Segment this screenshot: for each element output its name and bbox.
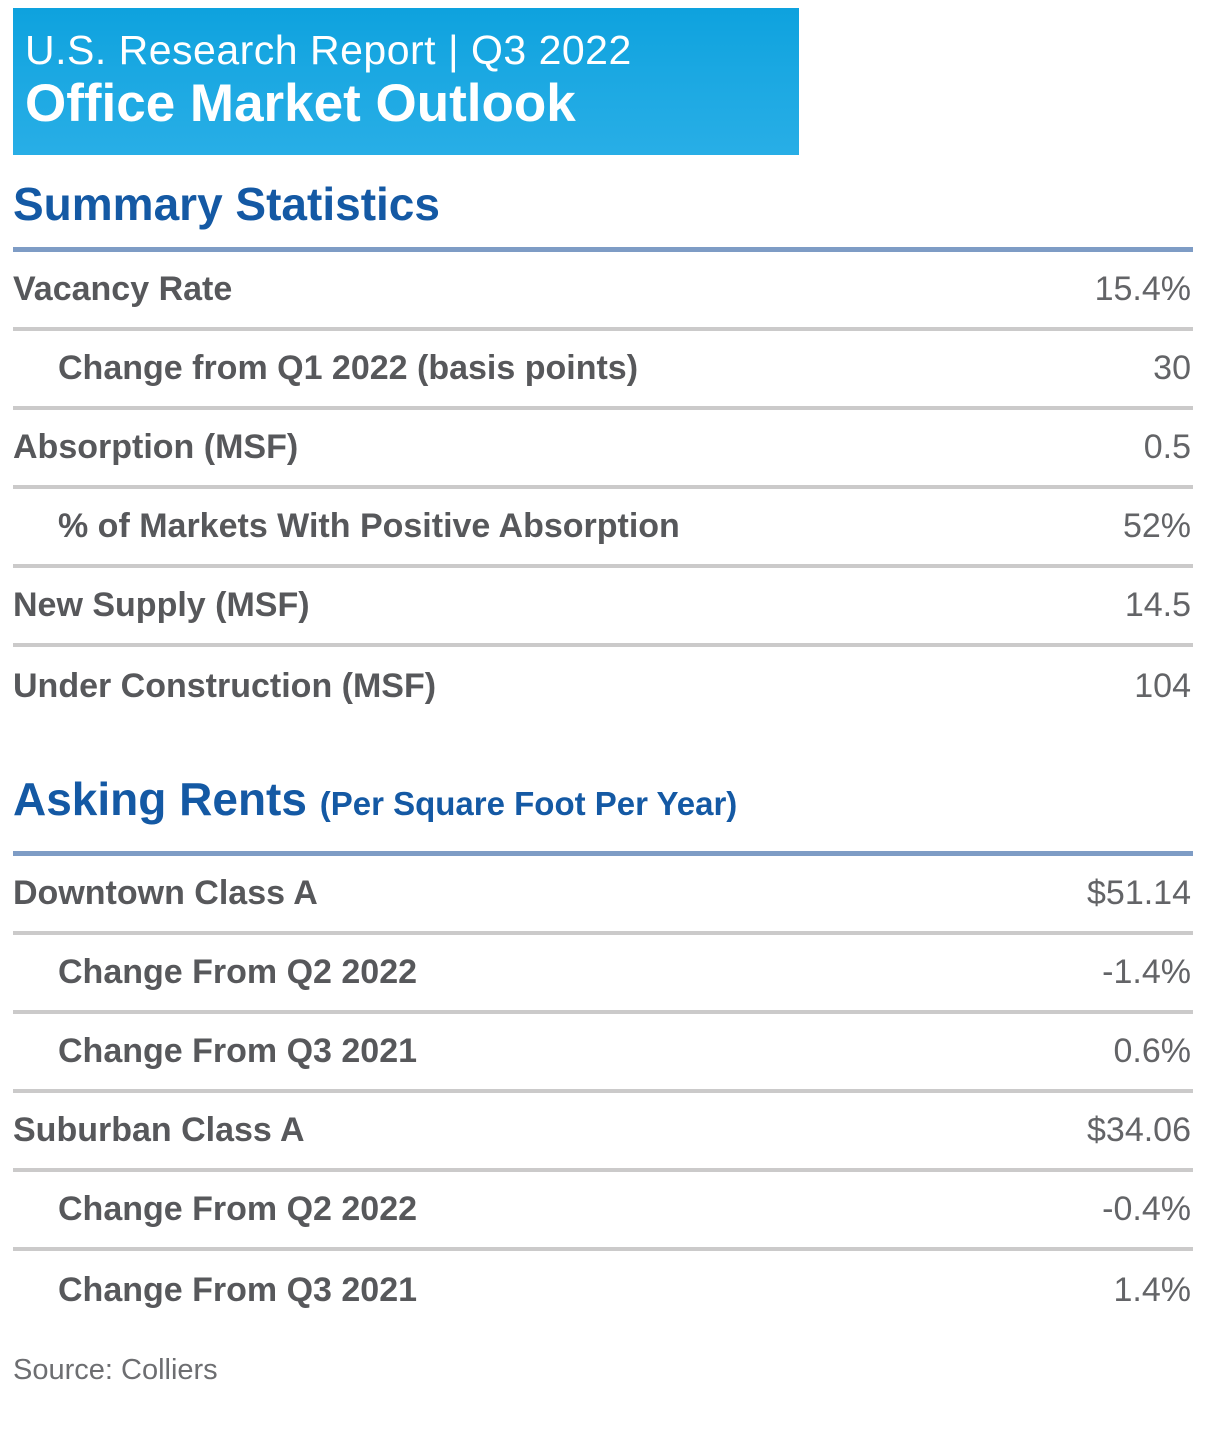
table-row: % of Markets With Positive Absorption 52… (13, 489, 1193, 569)
section-heading-asking-rents: Asking Rents (Per Square Foot Per Year) (13, 772, 1193, 826)
section-heading-summary: Summary Statistics (13, 178, 440, 230)
section-rule (13, 247, 1193, 253)
report-title: Office Market Outlook (25, 73, 576, 133)
summary-table: Vacancy Rate 15.4% Change from Q1 2022 (… (13, 252, 1193, 726)
row-label: Change From Q3 2021 (58, 1031, 418, 1070)
row-value: 14.5 (1124, 586, 1191, 625)
table-row: Vacancy Rate 15.4% (13, 252, 1193, 332)
row-label: Downtown Class A (13, 873, 318, 912)
row-label: New Supply (MSF) (13, 586, 310, 625)
table-row: Suburban Class A $34.06 (13, 1093, 1193, 1172)
asking-rents-table: Downtown Class A $51.14 Change From Q2 2… (13, 856, 1193, 1330)
row-value: 0.5 (1143, 428, 1191, 467)
row-value: 1.4% (1113, 1270, 1192, 1309)
row-label: Change From Q2 2022 (58, 1189, 418, 1228)
row-label: Change from Q1 2022 (basis points) (58, 349, 639, 388)
asking-rents-title: Asking Rents (13, 773, 307, 826)
row-label: Suburban Class A (13, 1110, 305, 1149)
row-label: Absorption (MSF) (13, 428, 299, 467)
row-label: Change From Q3 2021 (58, 1270, 418, 1309)
table-row: Change From Q3 2021 0.6% (13, 1014, 1193, 1093)
row-label: % of Markets With Positive Absorption (58, 507, 680, 546)
table-row: Change From Q3 2021 1.4% (13, 1251, 1193, 1330)
row-value: 30 (1153, 349, 1191, 388)
table-row: Downtown Class A $51.14 (13, 856, 1193, 935)
table-row: Absorption (MSF) 0.5 (13, 410, 1193, 490)
table-row: Under Construction (MSF) 104 (13, 647, 1193, 726)
row-label: Under Construction (MSF) (13, 667, 437, 706)
table-row: Change From Q2 2022 -1.4% (13, 935, 1193, 1014)
row-value: 15.4% (1094, 270, 1191, 309)
row-value: 104 (1134, 667, 1191, 706)
section-rule (13, 850, 1193, 856)
row-value: -0.4% (1102, 1189, 1191, 1228)
row-value: $51.14 (1087, 873, 1191, 912)
source-note: Source: Colliers (13, 1353, 218, 1386)
row-label: Vacancy Rate (13, 270, 233, 309)
row-value: $34.06 (1087, 1110, 1191, 1149)
report-banner: U.S. Research Report | Q3 2022 Office Ma… (13, 8, 799, 155)
table-row: Change From Q2 2022 -0.4% (13, 1172, 1193, 1251)
table-row: New Supply (MSF) 14.5 (13, 568, 1193, 648)
table-row: Change from Q1 2022 (basis points) 30 (13, 331, 1193, 411)
report-content: Summary Statistics Vacancy Rate 15.4% Ch… (13, 177, 1193, 1387)
report-type-line: U.S. Research Report | Q3 2022 (25, 27, 632, 74)
row-value: -1.4% (1102, 952, 1191, 991)
row-label: Change From Q2 2022 (58, 952, 418, 991)
asking-rents-subtitle: (Per Square Foot Per Year) (319, 785, 738, 823)
row-value: 52% (1122, 507, 1191, 546)
row-value: 0.6% (1113, 1031, 1192, 1070)
